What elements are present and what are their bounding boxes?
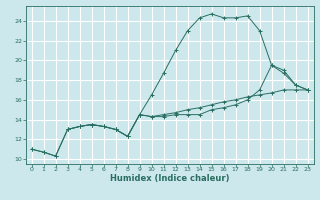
X-axis label: Humidex (Indice chaleur): Humidex (Indice chaleur) bbox=[110, 174, 229, 183]
